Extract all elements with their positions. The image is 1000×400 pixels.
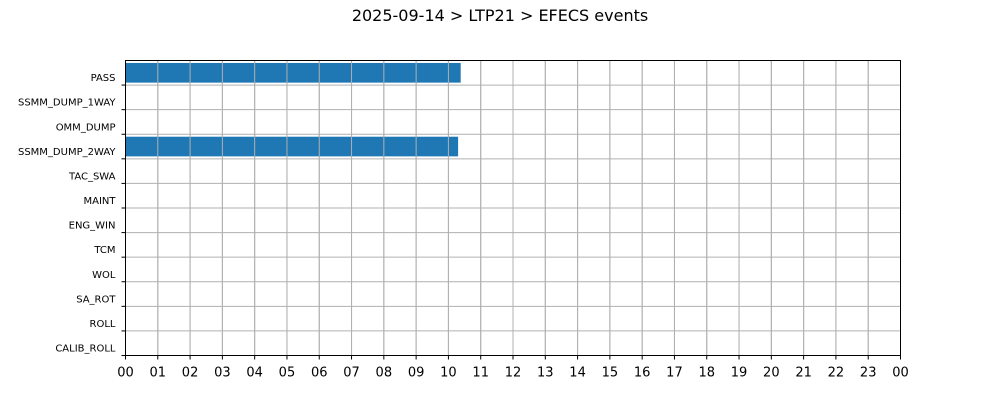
x-tick-label: 16 (634, 366, 651, 381)
ticks-layer (121, 84, 901, 360)
x-axis-tick-labels: 00 01 02 03 04 05 06 07 08 09 10 11 12 13 14 15 16 17 18 19… (117, 366, 909, 381)
x-tick-label: 08 (376, 366, 393, 381)
x-tick-label: 00 (892, 366, 909, 381)
y-tick-label: WOL (92, 270, 116, 281)
y-tick-label: CALIB_ROLL (55, 344, 116, 355)
x-tick-label: 14 (569, 366, 586, 381)
x-tick-label: 04 (246, 366, 263, 381)
x-tick-label: 19 (731, 366, 748, 381)
y-tick-label: SSMM_DUMP_1WAY (18, 98, 116, 109)
y-tick-label: TAC_SWA (68, 171, 116, 182)
chart-title: 2025-09-14 > LTP21 > EFECS events (351, 6, 649, 25)
y-tick-label: OMM_DUMP (56, 122, 116, 133)
x-tick-label: 18 (698, 366, 715, 381)
y-axis-tick-labels: PASS SSMM_DUMP_1WAY OMM_DUMP SSMM_DUMP_2WAY… (18, 73, 116, 354)
x-tick-label: 06 (311, 366, 328, 381)
x-tick-label: 01 (150, 366, 167, 381)
y-tick-label: ENG_WIN (69, 221, 116, 232)
event-bar (125, 136, 459, 157)
x-tick-label: 02 (182, 366, 199, 381)
x-tick-label: 03 (214, 366, 231, 381)
x-tick-label: 17 (666, 366, 683, 381)
x-tick-label: 05 (279, 366, 296, 381)
y-tick-label: SA_ROT (76, 294, 116, 305)
event-bar (125, 62, 461, 83)
x-tick-label: 07 (343, 366, 360, 381)
x-tick-label: 13 (537, 366, 554, 381)
x-tick-label: 09 (408, 366, 425, 381)
x-tick-label: 11 (472, 366, 489, 381)
y-tick-label: SSMM_DUMP_2WAY (18, 147, 116, 158)
x-tick-label: 15 (602, 366, 619, 381)
y-tick-label: TCM (93, 245, 115, 256)
y-tick-label: MAINT (83, 196, 116, 207)
x-tick-label: 20 (763, 366, 780, 381)
x-tick-label: 00 (117, 366, 134, 381)
y-tick-label: PASS (91, 73, 116, 84)
x-tick-label: 10 (440, 366, 457, 381)
x-tick-label: 12 (505, 366, 522, 381)
x-tick-label: 21 (795, 366, 812, 381)
x-tick-label: 23 (860, 366, 877, 381)
bars-layer (125, 60, 901, 356)
x-tick-label: 22 (828, 366, 845, 381)
y-tick-label: ROLL (90, 319, 116, 330)
